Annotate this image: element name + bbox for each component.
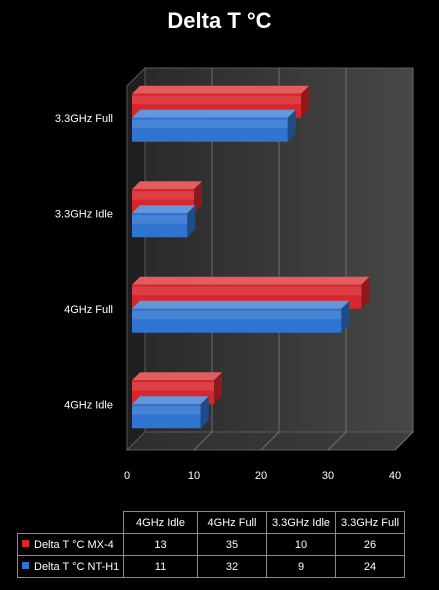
data-table-cell: 26 (335, 533, 405, 556)
data-table-cell: 32 (197, 555, 267, 578)
gridlines (193, 68, 414, 451)
data-table-cell: 35 (197, 533, 267, 556)
legend-label: Delta T °C MX-4 (34, 538, 114, 551)
data-table: 4GHz Idle 4GHz Full 3.3GHz Idle 3.3GHz Full… (17, 511, 405, 578)
data-table-column-header: 4GHz Idle (123, 511, 198, 534)
x-tick-label: 40 (389, 470, 401, 482)
category-labels: 4GHz Idle 4GHz Full 3.3GHz Idle 3.3GHz Full (55, 113, 113, 412)
data-table-cell: 24 (335, 555, 405, 578)
data-table-column-header: 3.3GHz Idle (266, 511, 336, 534)
x-axis-tick-labels: 0 10 20 30 40 (124, 470, 401, 482)
data-table-cell: 10 (266, 533, 336, 556)
bar (132, 109, 296, 142)
legend-entry: Delta T °C NT-H1 (17, 555, 124, 578)
bar (132, 205, 196, 238)
data-table-corner (17, 511, 124, 534)
data-table-cell: 9 (266, 555, 336, 578)
chart-title: Delta T °C (167, 8, 272, 33)
legend-entry: Delta T °C MX-4 (17, 533, 124, 556)
category-label: 3.3GHz Idle (55, 208, 113, 220)
category-label: 4GHz Idle (64, 399, 113, 411)
x-tick-label: 20 (255, 470, 267, 482)
bar-chart: 4GHz Idle 4GHz Full 3.3GHz Idle 3.3GHz Full… (55, 66, 415, 482)
data-table-cell: 11 (123, 555, 198, 578)
data-table-column-header: 4GHz Full (197, 511, 267, 534)
legend-swatch (22, 540, 29, 548)
data-table-row: Delta T °C NT-H1 11 32 9 24 (17, 555, 405, 578)
category-label: 3.3GHz Full (55, 113, 113, 125)
bars (132, 85, 370, 429)
data-table-cell: 13 (123, 533, 198, 556)
x-tick-label: 0 (124, 470, 130, 482)
bar (132, 396, 209, 429)
data-table-column-header: 3.3GHz Full (335, 511, 405, 534)
bar (132, 300, 350, 333)
legend-label: Delta T °C NT-H1 (34, 560, 120, 573)
data-table-row: Delta T °C MX-4 13 35 10 26 (17, 533, 405, 556)
data-table-header-row: 4GHz Idle 4GHz Full 3.3GHz Idle 3.3GHz Full (17, 511, 405, 534)
legend-swatch (22, 562, 29, 570)
x-tick-label: 10 (188, 470, 200, 482)
x-tick-label: 30 (322, 470, 334, 482)
category-label: 4GHz Full (64, 304, 113, 316)
